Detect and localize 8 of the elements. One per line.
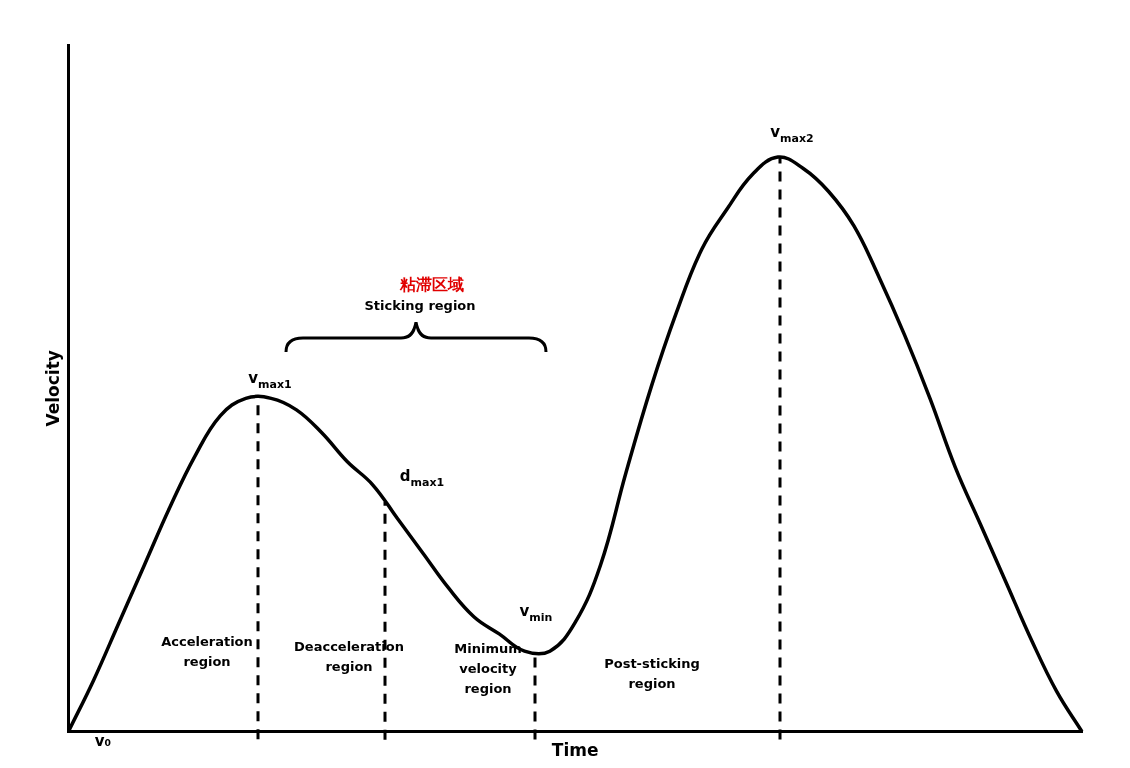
x-axis-title: Time [551, 740, 599, 761]
annotation: Post-sticking region [604, 656, 700, 691]
annotation: Deacceleration region [294, 639, 404, 674]
annotation: 粘滞区域 [399, 275, 464, 294]
annotation: Acceleration region [161, 634, 253, 669]
y-axis-title: Velocity [42, 350, 63, 427]
annotation: Sticking region [364, 298, 476, 313]
text: v₀ [94, 732, 112, 750]
